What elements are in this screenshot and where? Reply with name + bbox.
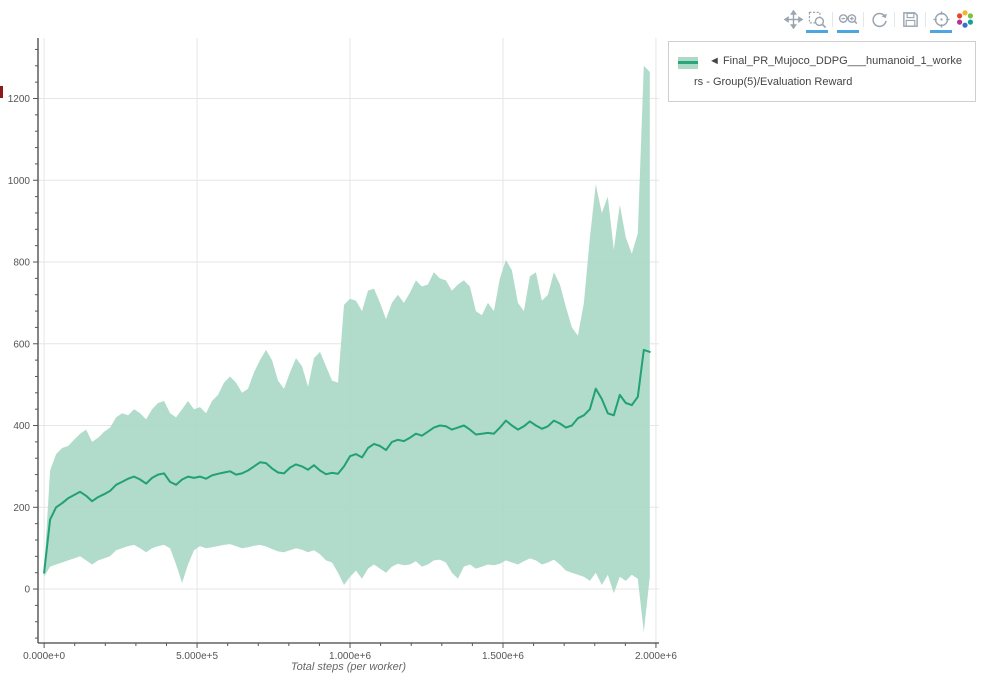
- reset-axes-icon[interactable]: [929, 8, 953, 33]
- save-icon[interactable]: [898, 8, 922, 30]
- box-zoom-icon[interactable]: [805, 8, 829, 33]
- x-axis-title: Total steps (per worker): [290, 661, 407, 673]
- modebar: [781, 7, 977, 33]
- pan-icon[interactable]: [781, 8, 805, 30]
- modebar-separator: [925, 11, 926, 27]
- legend-swatch: [678, 57, 698, 69]
- modebar-separator: [894, 11, 895, 27]
- svg-text:1200: 1200: [8, 94, 31, 105]
- svg-text:2.000e+6: 2.000e+6: [635, 651, 677, 662]
- modebar-separator: [832, 11, 833, 27]
- mean-line: [43, 348, 651, 574]
- svg-text:1.000e+6: 1.000e+6: [329, 651, 371, 662]
- svg-text:5.000e+5: 5.000e+5: [176, 651, 218, 662]
- svg-text:400: 400: [13, 421, 30, 432]
- svg-text:0.000e+0: 0.000e+0: [23, 651, 65, 662]
- x-tick-labels: 0.000e+0 5.000e+5 1.000e+6 1.500e+6 2.000e+6: [23, 651, 677, 662]
- chart-canvas[interactable]: 0.000e+0 5.000e+5 1.000e+6 1.500e+6 2.000e+6…: [0, 0, 700, 695]
- confidence-band: [44, 65, 650, 633]
- clipped-y-axis-title: [0, 86, 3, 98]
- legend-swatch-line: [678, 61, 698, 64]
- svg-text:0: 0: [24, 585, 30, 596]
- zoom-in-out-icon[interactable]: [836, 8, 860, 33]
- autoscale-icon[interactable]: [867, 8, 891, 30]
- axes: [37, 38, 659, 644]
- axis-ticks: [33, 48, 657, 648]
- svg-text:1.500e+6: 1.500e+6: [482, 651, 524, 662]
- svg-text:800: 800: [13, 258, 30, 269]
- modebar-separator: [863, 11, 864, 27]
- logo-icon[interactable]: [953, 8, 977, 30]
- y-tick-labels: 0 200 400 600 800 1000 1200: [8, 94, 31, 596]
- svg-text:600: 600: [13, 339, 30, 350]
- svg-text:200: 200: [13, 503, 30, 514]
- legend-label: ◄ Final_PR_Mujoco_DDPG___humanoid_1_work…: [694, 55, 963, 88]
- legend[interactable]: ◄ Final_PR_Mujoco_DDPG___humanoid_1_work…: [668, 41, 976, 102]
- svg-text:1000: 1000: [8, 176, 31, 187]
